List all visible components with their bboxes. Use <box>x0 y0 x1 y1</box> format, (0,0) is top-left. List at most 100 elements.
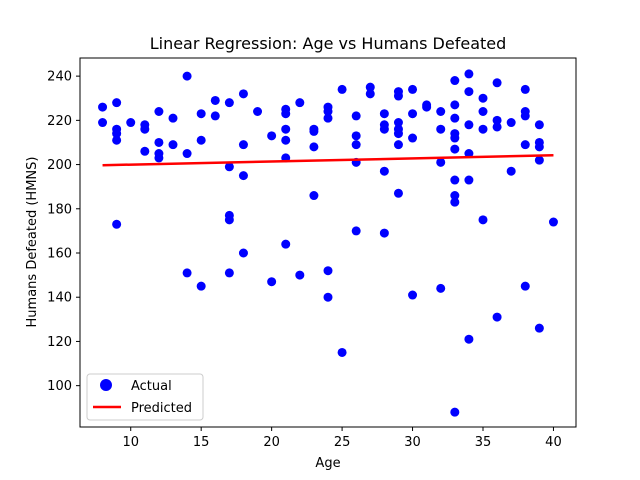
data-point <box>464 175 474 185</box>
data-point <box>379 109 389 119</box>
data-point <box>154 137 164 147</box>
data-point <box>98 118 108 128</box>
data-point <box>351 131 361 141</box>
data-point <box>534 323 544 333</box>
data-point <box>379 228 389 238</box>
data-point <box>408 133 418 143</box>
y-tick-label: 100 <box>47 379 72 394</box>
x-axis-ticks: 10 15 20 25 30 35 40 <box>122 427 562 450</box>
data-point <box>492 115 502 125</box>
data-point <box>281 135 291 145</box>
data-point <box>337 84 347 94</box>
regression-line <box>102 154 554 167</box>
data-point <box>154 153 164 163</box>
data-point <box>450 407 460 417</box>
y-tick-label: 180 <box>47 202 72 217</box>
legend-label-predicted: Predicted <box>131 401 192 416</box>
data-point <box>379 166 389 176</box>
data-point <box>393 118 403 128</box>
data-point <box>492 312 502 322</box>
data-point <box>126 118 136 128</box>
data-point <box>422 102 432 112</box>
data-point <box>548 217 558 227</box>
data-point <box>464 87 474 97</box>
data-point <box>478 124 488 134</box>
data-point <box>478 215 488 225</box>
data-point <box>450 191 460 201</box>
data-point <box>112 135 122 145</box>
data-point <box>140 124 150 134</box>
data-point <box>478 107 488 117</box>
data-point <box>281 124 291 134</box>
data-point <box>464 69 474 79</box>
data-point <box>210 95 220 105</box>
data-point <box>210 111 220 121</box>
data-point <box>281 239 291 249</box>
data-point <box>393 188 403 198</box>
x-tick-label: 35 <box>475 435 492 450</box>
legend-label-actual: Actual <box>131 379 172 394</box>
data-point <box>295 98 305 108</box>
data-point <box>351 140 361 150</box>
data-point <box>379 124 389 134</box>
data-point <box>365 89 375 99</box>
y-tick-label: 120 <box>47 335 72 350</box>
data-point <box>253 107 263 117</box>
data-point <box>224 268 234 278</box>
data-point <box>450 144 460 154</box>
x-tick-label: 15 <box>193 435 210 450</box>
y-tick-label: 220 <box>47 114 72 129</box>
x-tick-label: 40 <box>545 435 562 450</box>
legend-marker-actual <box>100 379 112 391</box>
data-point <box>436 157 446 167</box>
data-point <box>196 135 206 145</box>
data-point <box>393 91 403 101</box>
data-point <box>534 142 544 152</box>
x-axis-label: Age <box>315 456 340 471</box>
data-point <box>309 191 319 201</box>
data-point <box>506 118 516 128</box>
data-point <box>450 133 460 143</box>
data-point <box>408 109 418 119</box>
data-point <box>196 109 206 119</box>
data-point <box>196 281 206 291</box>
data-point <box>365 82 375 92</box>
data-point <box>478 93 488 103</box>
data-point <box>281 109 291 119</box>
data-point <box>408 290 418 300</box>
data-point <box>224 98 234 108</box>
x-tick-label: 30 <box>404 435 421 450</box>
data-point <box>154 107 164 117</box>
data-point <box>224 215 234 225</box>
data-point <box>238 171 248 181</box>
data-point <box>436 283 446 293</box>
y-axis-ticks: 100 120 140 160 180 200 220 240 <box>47 70 80 394</box>
data-point <box>520 111 530 121</box>
data-point <box>323 113 333 123</box>
data-point <box>450 113 460 123</box>
data-point <box>450 197 460 207</box>
data-point <box>436 124 446 134</box>
y-tick-label: 240 <box>47 70 72 85</box>
data-point <box>337 347 347 357</box>
data-point <box>450 100 460 110</box>
data-point <box>464 120 474 130</box>
data-point <box>492 122 502 132</box>
data-point <box>112 129 122 139</box>
data-point <box>238 248 248 258</box>
data-point <box>309 142 319 152</box>
data-point <box>436 107 446 117</box>
y-axis-label: Humans Defeated (HMNS) <box>25 157 40 328</box>
x-tick-label: 20 <box>263 435 280 450</box>
data-point <box>534 155 544 165</box>
data-point <box>238 140 248 150</box>
data-point <box>534 120 544 130</box>
data-point <box>295 270 305 280</box>
data-point <box>492 78 502 88</box>
x-tick-label: 10 <box>122 435 139 450</box>
plot-area <box>98 69 558 417</box>
data-point <box>98 102 108 112</box>
data-point <box>351 111 361 121</box>
data-point <box>506 166 516 176</box>
data-point <box>140 146 150 156</box>
